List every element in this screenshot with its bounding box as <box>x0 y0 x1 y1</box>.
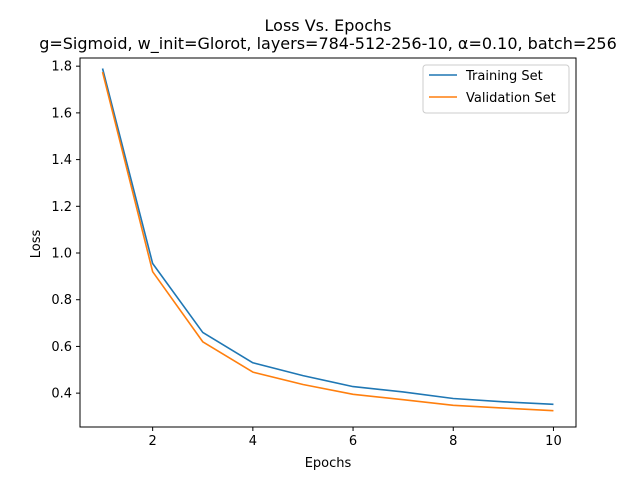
chart-subtitle: g=Sigmoid, w_init=Glorot, layers=784-512… <box>39 34 617 54</box>
y-tick-label: 1.0 <box>51 247 72 262</box>
y-tick-label: 0.4 <box>51 387 72 402</box>
y-axis-label: Loss <box>29 230 44 259</box>
x-tick-label: 8 <box>449 434 457 449</box>
legend-label-validation: Validation Set <box>466 91 556 106</box>
x-axis-ticks: 2 4 6 8 10 <box>149 427 562 449</box>
x-tick-label: 2 <box>149 434 157 449</box>
x-tick-label: 10 <box>545 434 562 449</box>
y-tick-label: 1.4 <box>51 153 72 168</box>
series-line-0 <box>101 68 554 406</box>
series-line-1 <box>101 71 554 412</box>
y-tick-label: 0.8 <box>51 293 72 308</box>
legend-box <box>422 64 570 114</box>
y-axis-ticks: 0.4 0.6 0.8 1.0 1.2 1.4 1.6 1.8 <box>51 60 80 402</box>
y-tick-label: 1.2 <box>51 200 72 215</box>
y-tick-label: 1.8 <box>51 60 72 75</box>
y-tick-label: 1.6 <box>51 106 72 121</box>
y-tick-label: 0.6 <box>51 340 72 355</box>
chart-title: Loss Vs. Epochs <box>265 16 392 35</box>
legend-label-training: Training Set <box>465 69 543 84</box>
plot-frame <box>79 57 577 428</box>
x-axis-label: Epochs <box>305 456 352 471</box>
series-layer <box>101 68 554 412</box>
x-tick-label: 4 <box>249 434 257 449</box>
x-tick-label: 6 <box>349 434 357 449</box>
legend: Training Set Validation Set <box>422 64 570 114</box>
